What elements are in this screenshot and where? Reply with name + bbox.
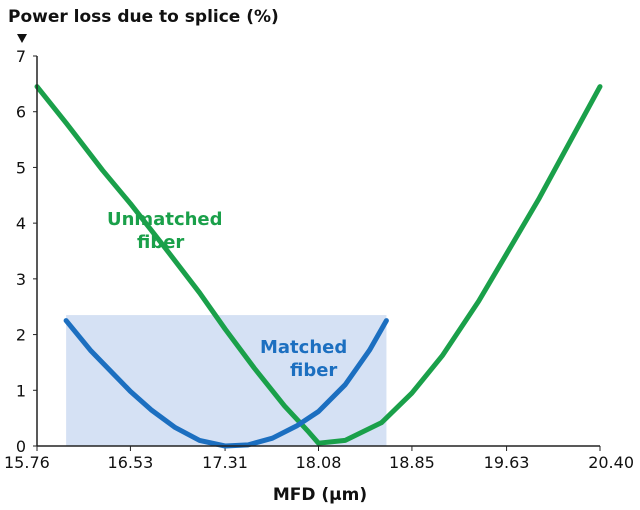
y-tick-label: 7: [16, 47, 26, 66]
x-tick-label: 18.08: [296, 453, 342, 472]
unmatched-label-line1: Unmatched: [107, 209, 223, 230]
x-tick-label: 18.85: [389, 453, 435, 472]
y-tick-label: 3: [16, 270, 26, 289]
y-tick-label: 4: [16, 214, 26, 233]
matched-label-line1: Matched: [260, 337, 347, 358]
x-tick-label: 15.76: [4, 453, 50, 472]
y-axis-ticks: 0 1 2 3 4 5 6 7: [16, 47, 37, 456]
unmatched-label-line2: fiber: [137, 232, 184, 253]
matched-label-line2: fiber: [290, 360, 337, 381]
x-tick-label: 20.40: [588, 453, 634, 472]
x-tick-label: 19.63: [484, 453, 530, 472]
series-line-unmatched: [34, 84, 603, 446]
y-tick-label: 1: [16, 381, 26, 400]
x-axis-ticks: 15.76 16.53 17.31 18.08 18.85 19.63 20.40: [4, 446, 634, 472]
y-tick-label: 6: [16, 103, 26, 122]
x-axis-label: MFD (μm): [273, 485, 367, 505]
x-tick-label: 16.53: [108, 453, 154, 472]
axis-arrow-icon: [17, 34, 27, 43]
y-tick-label: 2: [16, 326, 26, 345]
x-tick-label: 17.31: [202, 453, 248, 472]
y-tick-label: 5: [16, 158, 26, 177]
chart-title: Power loss due to splice (%): [8, 7, 279, 27]
y-tick-label: 0: [16, 437, 26, 456]
